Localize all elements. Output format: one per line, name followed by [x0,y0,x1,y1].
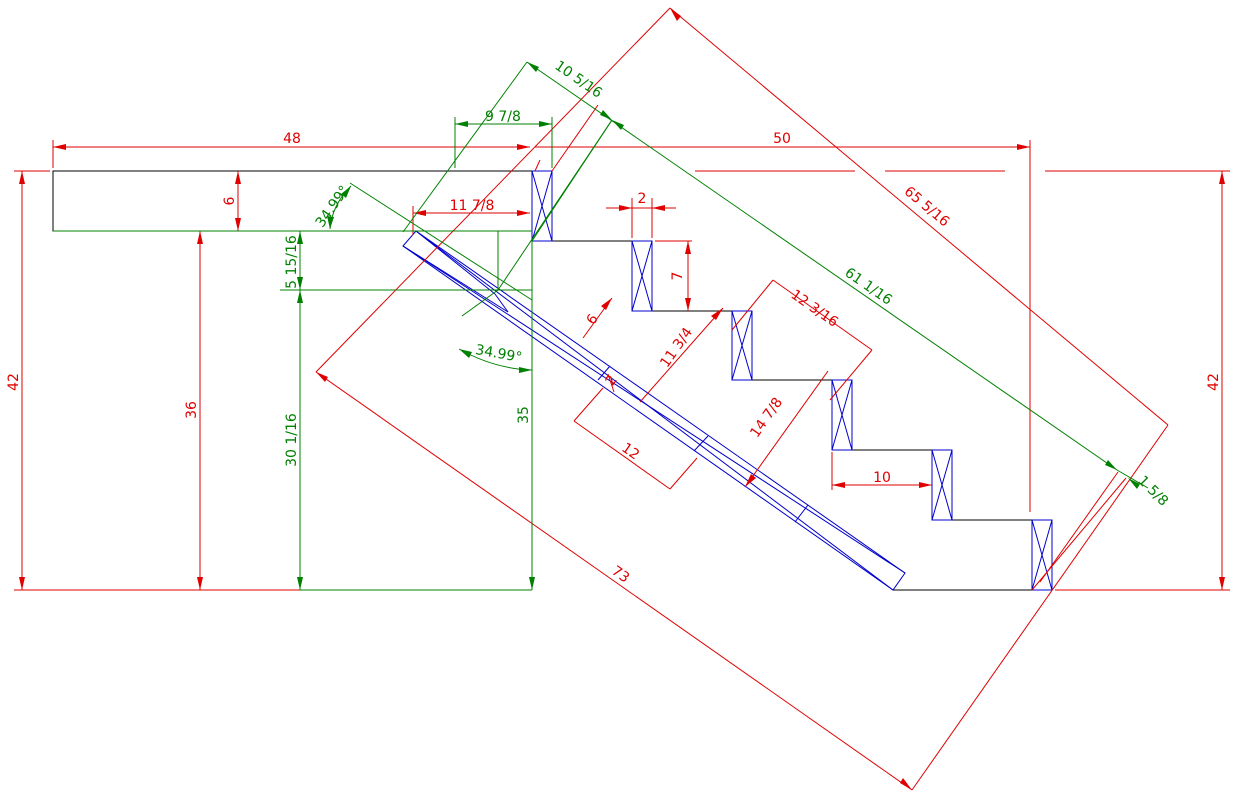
post-step-2 [731,310,753,381]
green-dimension-lines [53,61,1149,591]
post-step-4 [931,449,953,521]
dim-9-7-8: 9 7/8 [485,109,521,125]
dim-30-1-16: 30 1/16 [284,413,300,467]
post-bottom [1031,519,1053,591]
dim-1-5-8: 1 5/8 [1134,473,1171,510]
dim-12: 12 [618,440,642,463]
post-step-1 [631,240,653,312]
dim-10-5-16: 10 5/16 [552,58,605,102]
dim-5-15-16: 5 15/16 [284,235,300,289]
blue-members [402,170,1053,591]
dim-14-7-8: 14 7/8 [747,395,786,441]
dim-10: 10 [873,470,891,486]
dim-73: 73 [608,563,632,586]
dim-angle-bottom: 34.99° [474,342,523,366]
dim-42-left: 42 [6,373,22,391]
dim-11-3-4: 11 3/4 [657,325,696,371]
post-step-3 [831,379,853,451]
dim-6-stringer: 6 [584,311,602,328]
dim-36: 36 [184,401,200,419]
dim-11-7-8: 11 7/8 [450,198,495,214]
red-dimension-lines [14,7,1230,791]
dim-48: 48 [283,131,301,147]
dim-angle-top: 34.99° [313,183,353,231]
dim-6-platform: 6 [222,196,238,205]
dim-7: 7 [670,272,686,281]
dim-35: 35 [516,406,532,424]
dim-50: 50 [773,131,791,147]
dim-2-tread: 2 [638,191,647,207]
diagonal-stringer [402,230,906,591]
dimension-labels: 48 9 7/8 10 5/16 50 6 11 7/8 34.99° 5 15… [6,58,1222,587]
post-top [531,170,553,242]
dim-12-3-16: 12 3/16 [788,287,841,331]
dim-42-right: 42 [1206,373,1222,391]
dim-61-1-16: 61 1/16 [842,265,895,309]
